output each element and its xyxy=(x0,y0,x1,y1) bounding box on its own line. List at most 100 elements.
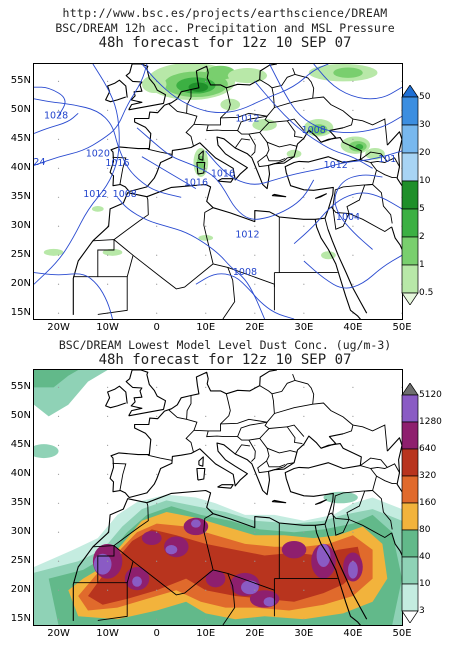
isobar-label: 1012 xyxy=(324,160,348,171)
dust-peak-area xyxy=(191,519,201,528)
colorbar-label: 0.5 xyxy=(419,288,434,298)
colorbar-swatch xyxy=(401,448,419,477)
lon-tick-label: 40E xyxy=(343,322,363,333)
isobar-labels: 1028024102010161016101610121008101210081… xyxy=(34,111,396,278)
precip-area xyxy=(227,68,268,84)
colorbar-label: 5120 xyxy=(419,390,442,400)
grid-dots xyxy=(57,80,402,314)
colorbar-swatch xyxy=(401,84,419,98)
lon-tick-label: 20W xyxy=(47,628,70,639)
precip-area xyxy=(286,149,302,158)
lat-tick-label: 25N xyxy=(10,555,31,567)
colorbar-swatch xyxy=(401,96,419,126)
precip-area xyxy=(205,65,236,80)
colorbar-label: 50 xyxy=(419,92,431,102)
precip-area xyxy=(333,67,363,78)
lon-tick-label: 30E xyxy=(294,322,314,333)
isobar-label: 1020 xyxy=(86,148,110,159)
colorbar-swatch xyxy=(401,610,419,624)
precip-area xyxy=(365,148,385,160)
lat-tick-label: 40N xyxy=(10,162,31,174)
lon-tick-label: 10E xyxy=(196,628,216,639)
lon-tick-label: 0 xyxy=(153,322,160,333)
colorbar-label: 40 xyxy=(419,552,431,562)
isobar-label: 101 xyxy=(378,154,396,165)
isobar-line xyxy=(303,254,402,289)
isobar-label: 1008 xyxy=(113,189,137,200)
isobar-line xyxy=(34,64,148,166)
isobar-label: 1012 xyxy=(235,114,259,125)
isobar-line xyxy=(136,127,315,220)
coastlines xyxy=(72,64,402,319)
lon-tick-label: 50E xyxy=(392,628,412,639)
lon-tick-label: 30E xyxy=(294,628,314,639)
lat-tick-label: 50N xyxy=(10,104,31,116)
isobar-line xyxy=(34,272,113,319)
lon-tick-label: 20E xyxy=(245,628,265,639)
colorbar-label: 640 xyxy=(419,444,437,454)
lon-tick-label: 20E xyxy=(245,322,265,333)
dust-peak-area xyxy=(93,553,112,575)
precip-area xyxy=(198,234,214,241)
isobar-line xyxy=(117,197,266,319)
dust-peak-area xyxy=(263,597,276,607)
colorbar-label: 1 xyxy=(419,260,425,270)
isobar-line xyxy=(195,273,295,319)
lat-tick-label: 45N xyxy=(10,133,31,145)
country-borders xyxy=(73,373,400,625)
precip-panel-title: BSC/DREAM 12h acc. Precipitation and MSL… xyxy=(55,21,395,35)
isobar-label: 1028 xyxy=(44,111,68,122)
colorbar-label: 10 xyxy=(419,176,431,186)
colorbar-label: 1280 xyxy=(419,417,442,427)
precip-area xyxy=(91,205,104,212)
isobar-label: 1016 xyxy=(105,158,129,169)
colorbar-label: 20 xyxy=(419,148,431,158)
dust-panel-title: BSC/DREAM Lowest Model Level Dust Conc. … xyxy=(58,338,392,352)
dust-concentration-map xyxy=(33,369,403,626)
lat-tick-label: 30N xyxy=(10,220,31,232)
colorbar-swatch xyxy=(401,583,419,612)
dust-high-area xyxy=(281,540,307,559)
isobar-line xyxy=(334,174,383,250)
isobar-label: 1008 xyxy=(233,267,257,278)
dust-high-area xyxy=(141,531,162,546)
colorbar-swatch xyxy=(401,152,419,182)
dust-peak-area xyxy=(316,543,331,568)
lat-tick-label: 55N xyxy=(10,75,31,87)
colorbar-swatch xyxy=(401,556,419,585)
coastlines xyxy=(72,370,402,625)
lon-tick-label: 10E xyxy=(196,322,216,333)
colorbar-label: 160 xyxy=(419,498,437,508)
isobar-label: 1008 xyxy=(302,125,326,136)
isobar-label: 1012 xyxy=(235,229,259,240)
isobar-line xyxy=(313,64,402,100)
colorbar-label: 3 xyxy=(419,606,425,616)
isobar-line xyxy=(34,98,182,198)
lon-tick-label: 40E xyxy=(343,628,363,639)
colorbar-swatch xyxy=(401,475,419,504)
colorbar-swatch xyxy=(401,208,419,238)
precip-area xyxy=(355,143,364,150)
colorbar-label: 5 xyxy=(419,204,425,214)
precipitation-pressure-map: 1028024102010161016101610121008101210081… xyxy=(33,63,403,320)
colorbar-swatch xyxy=(401,236,419,266)
country-borders xyxy=(73,67,400,319)
isobar-label: 1012 xyxy=(83,189,107,200)
isobar-line xyxy=(34,86,66,117)
isobar-line xyxy=(34,112,79,134)
colorbar-swatch xyxy=(401,124,419,154)
colorbar-label: 10 xyxy=(419,579,431,589)
precipitation-colorbar xyxy=(401,84,419,309)
colorbar-swatch xyxy=(401,382,419,396)
precip-area xyxy=(43,248,64,256)
lon-tick-label: 20W xyxy=(47,322,70,333)
dust-high-area xyxy=(205,569,226,588)
lat-tick-label: 35N xyxy=(10,191,31,203)
lat-tick-label: 35N xyxy=(10,497,31,509)
colorbar-swatch xyxy=(401,529,419,558)
isobar-label: 1004 xyxy=(336,212,360,223)
colorbar-swatch xyxy=(401,292,419,306)
lon-tick-label: 10W xyxy=(96,628,119,639)
colorbar-label: 320 xyxy=(419,471,437,481)
isobar-line xyxy=(141,64,329,113)
